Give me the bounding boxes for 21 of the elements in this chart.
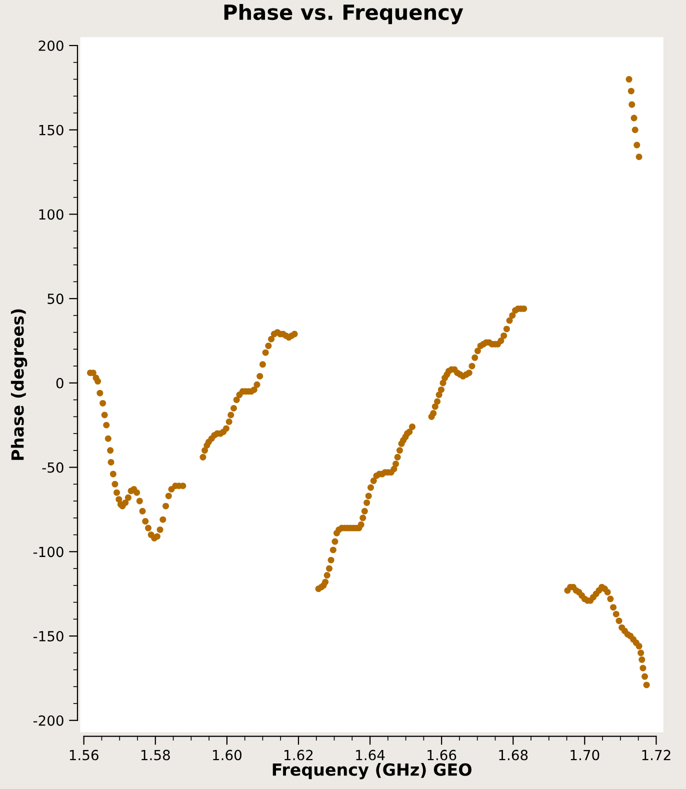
x-tick-label: 1.62	[284, 750, 313, 760]
x-tick-label: 1.70	[570, 750, 600, 760]
x-tick-label: 1.64	[356, 750, 385, 760]
x-tick-label: 1.72	[642, 750, 670, 760]
y-tick-label: 100	[39, 209, 64, 220]
x-tick-label: 1.68	[499, 750, 528, 760]
chart-title: Phase vs. Frequency	[224, 4, 464, 24]
y-tick-label: -150	[33, 630, 64, 642]
x-tick-label: 1.60	[212, 750, 242, 760]
y-tick-label: 50	[48, 294, 64, 304]
y-axis-title: Phase (degrees)	[10, 309, 28, 460]
x-axis-title: Frequency (GHz) GEO	[272, 762, 472, 780]
y-tick-label: 150	[39, 124, 64, 136]
y-tick-label: 200	[38, 40, 64, 51]
y-tick-label: 0	[56, 378, 64, 388]
x-tick-label: 1.66	[428, 750, 456, 760]
y-tick-label: -100	[33, 546, 64, 558]
y-tick-label: -200	[33, 715, 64, 726]
x-tick-label: 1.58	[141, 750, 170, 760]
x-tick-label: 1.56	[70, 750, 98, 760]
y-tick-label: -50	[42, 462, 64, 473]
